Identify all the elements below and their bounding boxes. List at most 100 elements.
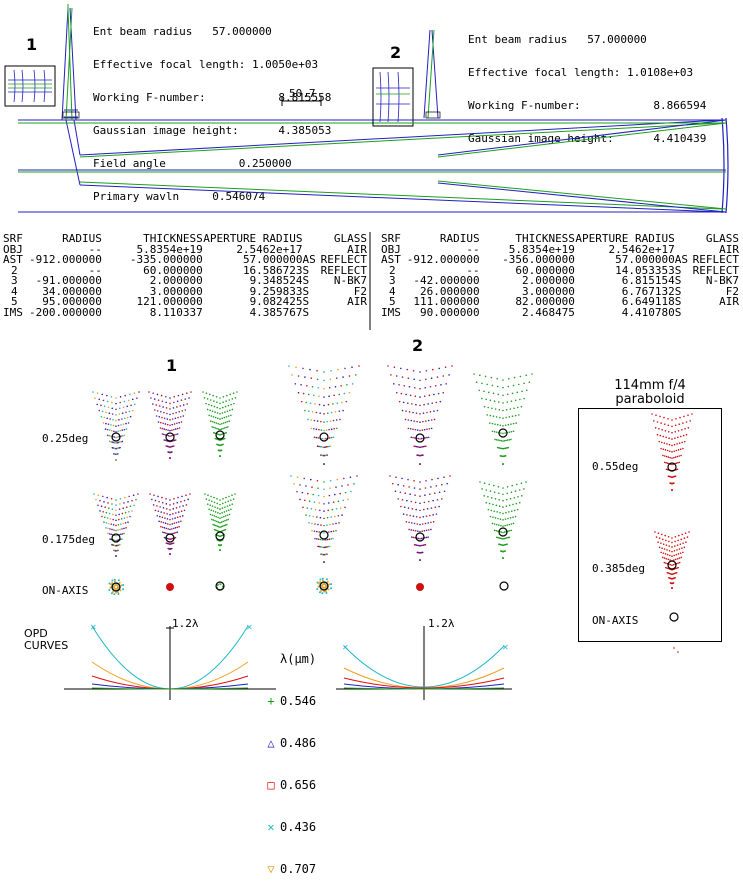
spot-dot: [225, 510, 228, 512]
table-cell: -200.000000: [29, 305, 102, 319]
spot-dot: [518, 414, 520, 416]
legend-symbol: ✕: [267, 820, 275, 834]
spot-dot: [119, 589, 122, 592]
spot-dot: [156, 505, 158, 507]
spot-dot: [133, 504, 135, 507]
spot-dot: [209, 504, 211, 506]
spot-dot: [389, 475, 391, 477]
spot-dot: [117, 529, 119, 531]
spot-dot: [216, 412, 219, 414]
spot-dot: [313, 436, 316, 439]
spot-dot: [677, 539, 679, 542]
spot-dot: [309, 368, 311, 371]
spot-dot: [512, 522, 515, 525]
spot-dot: [212, 416, 215, 418]
spot-dot: [222, 443, 224, 446]
spot-dot: [304, 409, 306, 412]
spot-dot: [214, 511, 217, 513]
spot-dot: [663, 461, 666, 464]
spot-dot: [121, 440, 124, 443]
table-cell: 90.000000: [419, 305, 480, 319]
spot-dot: [424, 522, 427, 525]
spot-dot: [430, 486, 432, 488]
spot-dot: [419, 438, 421, 440]
spot-dot: [323, 590, 326, 593]
spot-dot: [110, 435, 112, 437]
spot-dot: [671, 444, 673, 447]
spot-dot: [106, 434, 109, 437]
spot-dot: [225, 519, 228, 521]
spot-dot: [415, 508, 417, 511]
spot-dot: [104, 506, 106, 509]
spot-dot: [115, 591, 118, 594]
spot-dot: [223, 437, 226, 440]
spot-dot: [153, 409, 156, 411]
spot-dot: [113, 436, 116, 438]
spot-dot: [663, 561, 666, 564]
spot-dot: [222, 520, 225, 523]
spot-dot: [169, 504, 171, 506]
spot-dot: [511, 415, 514, 418]
spot-dot: [451, 365, 453, 367]
spot-dot: [151, 498, 153, 501]
spot-dot: [416, 583, 424, 591]
spot-dot: [175, 512, 177, 514]
spot-dot: [323, 429, 325, 432]
spot-dot: [427, 419, 430, 422]
spot-dot: [105, 522, 108, 524]
table-cell: 6.767132: [621, 284, 675, 298]
spot-dot: [209, 420, 212, 422]
spot-dot: [172, 532, 174, 535]
spot-dot: [178, 427, 181, 429]
spot-dot: [680, 454, 682, 457]
spot-dot: [105, 411, 107, 414]
spot-dot: [222, 396, 225, 398]
spot-dot: [495, 504, 498, 507]
spot-dot: [671, 425, 673, 428]
spot-dot: [502, 538, 504, 540]
spot-dot: [176, 406, 178, 408]
spot-dot: [230, 508, 232, 511]
spot-dot: [122, 522, 124, 525]
spot-dot: [226, 394, 228, 397]
spot-dot: [115, 555, 117, 557]
spot-dot: [115, 397, 117, 399]
spot-dot: [110, 440, 112, 443]
panel2-inset: [372, 67, 414, 127]
spot-dot: [169, 424, 171, 427]
spot-dot: [667, 456, 670, 458]
table-cell: --: [88, 242, 102, 256]
spot-dot: [423, 501, 426, 504]
spot-dot: [150, 397, 152, 399]
spot-dot: [323, 524, 325, 527]
spot-dot: [121, 434, 124, 437]
spot-dot: [294, 383, 297, 385]
spot-dot: [119, 396, 122, 398]
spot-dot: [186, 403, 188, 405]
spot-dot: [115, 402, 117, 405]
spot-dot: [341, 401, 343, 404]
spot-dot: [184, 398, 187, 400]
spot-dot: [101, 393, 103, 396]
table-row: 3 -42.000000 2.000000 6.815154 S N-BK7: [381, 274, 739, 287]
table-cell: 6.815154: [621, 274, 675, 287]
spot-dot: [226, 420, 229, 423]
spot-dot: [427, 522, 429, 524]
spot-dot: [318, 545, 321, 548]
spot-dot: [163, 417, 166, 420]
panel1-info-line: Gaussian image height: 4.385053: [93, 124, 332, 137]
spot-dot: [156, 515, 159, 517]
spot-dot: [166, 513, 168, 515]
spot-dot: [122, 507, 124, 510]
opd-title-line: CURVES: [24, 639, 69, 652]
spot-dot: [213, 421, 216, 424]
spot-dot: [302, 367, 304, 370]
spot-dot: [491, 384, 494, 387]
spot-dot: [211, 420, 214, 423]
spot-dot: [219, 428, 221, 431]
spot-dot: [164, 522, 167, 525]
spot-dot: [314, 403, 316, 405]
spot-dot: [498, 498, 501, 501]
spot-dot: [111, 528, 113, 531]
spot-dot: [161, 526, 164, 529]
